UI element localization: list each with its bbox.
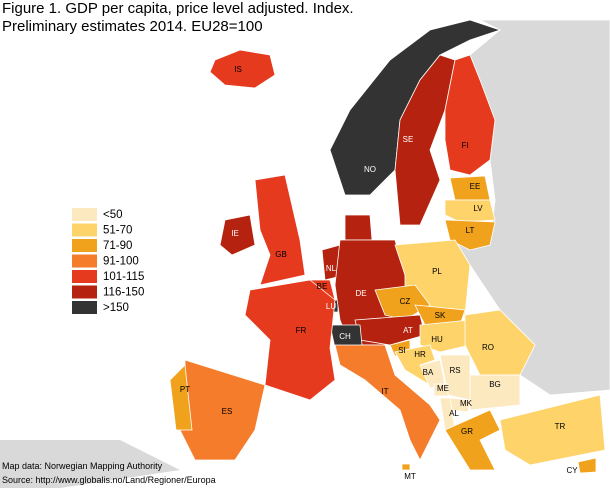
legend-label: 71-90: [103, 240, 132, 252]
country-label: HR: [414, 350, 426, 359]
legend-swatch: [72, 223, 97, 237]
country-dk: [344, 214, 373, 241]
country: [329, 19, 502, 196]
country-label: LT: [466, 226, 475, 235]
legend-label: <50: [103, 209, 123, 221]
legend-swatch: [72, 208, 97, 221]
country-label: FI: [461, 141, 468, 150]
country-label: DE: [355, 289, 366, 298]
country: [499, 394, 606, 466]
country-label: GB: [275, 250, 287, 259]
country-label: PL: [432, 267, 442, 276]
country-label: FR: [296, 326, 307, 335]
country: [433, 383, 449, 397]
country: [419, 319, 471, 353]
legend-label: 91-100: [103, 256, 139, 268]
countries: IS NO SE FI EE LV LT IE GB NL BE LU DE PL CZ SK AT CH FR HU…: [169, 19, 606, 481]
country-label: AL: [449, 409, 459, 418]
country-label: BE: [317, 282, 328, 291]
country: [354, 314, 426, 346]
country: [374, 284, 431, 321]
legend-swatch: [72, 239, 97, 252]
legend-swatch: [72, 254, 97, 268]
country-label: LV: [473, 204, 483, 213]
country: [577, 457, 597, 474]
country-label: RO: [482, 343, 494, 352]
country-label: PT: [180, 385, 190, 394]
legend-label: 116-150: [103, 287, 144, 299]
country-label: SI: [398, 346, 406, 355]
country-label: IS: [234, 65, 242, 74]
country-label: RS: [449, 366, 460, 375]
country-label: CY: [566, 466, 578, 475]
country-label: HU: [431, 335, 443, 344]
legend-label: >150: [103, 302, 129, 314]
country: [444, 54, 496, 176]
legend-swatch: [72, 285, 97, 299]
country: [444, 409, 501, 471]
non-eu-land: [0, 440, 180, 488]
country-label: IE: [231, 229, 239, 238]
country-label: MT: [404, 472, 416, 481]
country: [209, 49, 276, 89]
country: [401, 463, 411, 471]
country: [254, 174, 306, 286]
country-label: CZ: [400, 297, 411, 306]
legend-swatch: [72, 301, 97, 314]
country: [334, 344, 441, 461]
country: [244, 279, 336, 401]
country: [169, 364, 193, 431]
country-label: NO: [364, 165, 376, 174]
country: [444, 199, 496, 223]
country-label: SK: [435, 311, 446, 320]
country-label: ME: [437, 384, 449, 393]
country: [219, 214, 256, 256]
country-label: BA: [423, 368, 434, 377]
legend-label: 101-115: [103, 271, 144, 283]
title: Figure 1. GDP per capita, price level ad…: [2, 0, 354, 17]
country-label: CH: [339, 332, 351, 341]
country-label: IT: [381, 387, 388, 396]
country-label: EE: [470, 182, 481, 191]
title: Preliminary estimates 2014. EU28=100: [2, 18, 263, 35]
country-label: MK: [460, 399, 473, 408]
country-label: TR: [555, 422, 566, 431]
country-label: SE: [403, 135, 414, 144]
country-label: NL: [326, 264, 337, 273]
legend: <50 51-70 71-90 91-100 101-115 116-150 >150: [72, 208, 144, 314]
country-label: AT: [403, 326, 413, 335]
source: Source: http://www.globalis.no/Land/Regi…: [2, 475, 216, 485]
legend-label: 51-70: [103, 225, 132, 237]
legend-swatch: [72, 270, 97, 283]
country-label: GR: [461, 427, 473, 436]
country-label: ES: [222, 407, 233, 416]
country: [444, 219, 496, 251]
country-label: LU: [326, 302, 336, 311]
country: [469, 374, 521, 411]
country-label: BG: [489, 380, 501, 389]
source: Map data: Norwegian Mapping Authority: [2, 461, 163, 471]
